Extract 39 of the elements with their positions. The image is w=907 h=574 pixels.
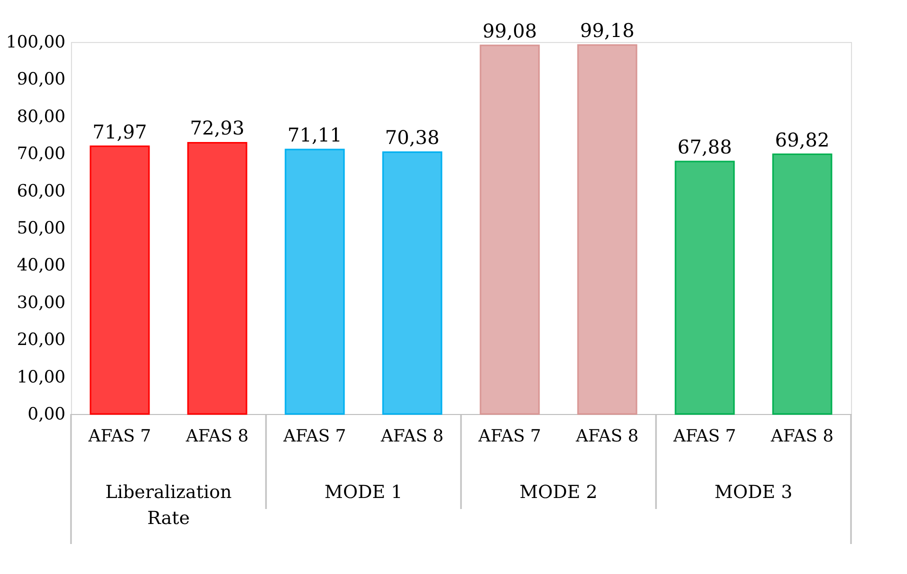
bar — [674, 160, 735, 415]
x-tick-label: AFAS 8 — [380, 426, 444, 446]
y-tick-label: 40,00 — [16, 256, 66, 276]
data-label: 70,38 — [385, 127, 440, 150]
bar — [90, 146, 150, 415]
y-tick-label: 10,00 — [16, 367, 66, 388]
y-tick-label: 0,00 — [28, 404, 66, 424]
y-tick-label: 50,00 — [16, 218, 66, 238]
y-tick-label: 60,00 — [16, 181, 66, 202]
x-tick-label: AFAS 8 — [574, 426, 639, 446]
data-label: 69,82 — [775, 129, 830, 152]
data-label: 71,97 — [92, 121, 147, 144]
data-label: 72,93 — [190, 118, 244, 140]
bar — [284, 148, 345, 415]
bar — [577, 44, 638, 415]
text: Liberalization Rate — [105, 482, 232, 529]
text: MODE 3 — [714, 482, 792, 503]
text: MODE 2 — [520, 482, 598, 503]
x-tick-label: AFAS 8 — [770, 426, 834, 446]
data-label: 99,18 — [580, 20, 634, 42]
x-tick-label: AFAS 7 — [87, 426, 152, 446]
x-tick-label: AFAS 7 — [282, 426, 346, 446]
y-tick-label: 90,00 — [16, 70, 66, 90]
bar — [772, 154, 832, 415]
y-tick-label: 70,00 — [16, 144, 66, 164]
y-tick-label: 20,00 — [16, 330, 66, 350]
data-label: 67,88 — [678, 136, 732, 158]
y-tick-label: 30,00 — [16, 292, 66, 313]
text: MODE 1 — [324, 482, 402, 503]
x-tick-label: AFAS 7 — [477, 426, 542, 446]
x-tick-label: AFAS 7 — [672, 426, 736, 446]
x-tick-label: AFAS 8 — [184, 426, 249, 446]
y-tick-label: 80,00 — [16, 106, 66, 127]
bar — [187, 142, 248, 415]
bar — [382, 151, 442, 415]
y-tick-label: 100,00 — [6, 32, 66, 52]
bar — [480, 44, 540, 415]
data-label: 71,11 — [288, 124, 342, 146]
data-label: 99,08 — [482, 20, 537, 42]
